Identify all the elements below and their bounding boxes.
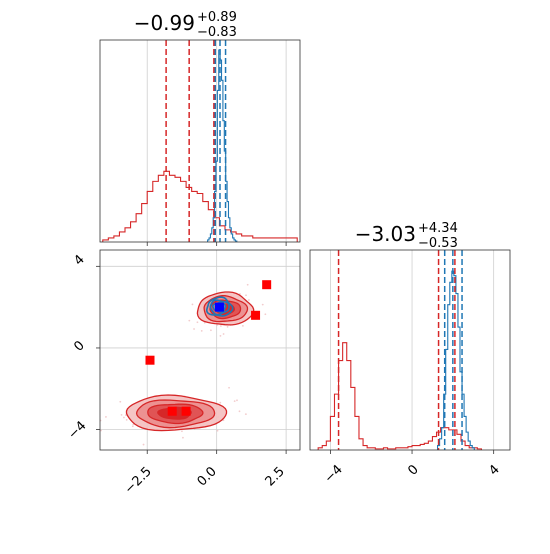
- joint-sample-red-1-59: [244, 413, 247, 416]
- joint-blue-marker: [214, 302, 224, 312]
- joint-sample-red-1-64: [236, 399, 238, 402]
- param2-hist-frame: [309, 249, 511, 451]
- joint-sample-red-1-19: [228, 386, 230, 389]
- param2-hist-panel: [317, 250, 495, 450]
- joint-red-marker-4: [181, 406, 191, 416]
- x1-tick-label-1: 0.0: [195, 464, 220, 489]
- joint-red-marker-2: [145, 355, 155, 365]
- param2-title: −3.03: [355, 222, 416, 246]
- joint-sample-red-1-66: [123, 416, 125, 419]
- joint-sample-red-0-65: [241, 324, 244, 327]
- joint-sample-red-0-61: [196, 321, 199, 324]
- joint-blue-contour-0: [206, 296, 234, 317]
- param1-hist-frame: [99, 39, 301, 243]
- x1-tick-label-2: 2.5: [263, 464, 288, 489]
- joint-sample-red-1-48: [216, 429, 219, 432]
- param1-title-sub: −0.83: [197, 25, 237, 40]
- joint-sample-red-0-27: [191, 303, 194, 306]
- joint-sample-red-0-30: [219, 334, 222, 337]
- joint-sample-red-0-68: [261, 303, 264, 306]
- param2-hist-blue: [437, 270, 475, 450]
- joint-sample-red-0-14: [246, 283, 249, 286]
- param2-title-sup: +4.34: [418, 221, 458, 236]
- joint-sample-red-0-47: [245, 294, 247, 297]
- joint-blue-contour-1: [209, 299, 230, 316]
- param1-title: −0.99: [134, 11, 195, 35]
- joint-sample-red-1-65: [125, 419, 128, 421]
- joint-sample-red-1-69: [100, 429, 102, 432]
- joint-sample-red-0-44: [200, 329, 203, 332]
- joint-sample-red-0-54: [247, 299, 250, 301]
- joint-red-marker-3: [167, 406, 177, 416]
- x2-tick-label-0: −4: [322, 462, 346, 486]
- joint-sample-red-1-1: [233, 400, 236, 402]
- joint-panel: [100, 250, 300, 450]
- joint-sample-red-0-51: [219, 325, 222, 327]
- joint-sample-red-1-44: [125, 414, 127, 416]
- joint-sample-red-1-58: [120, 414, 123, 416]
- param1-hist-red: [102, 170, 298, 242]
- joint-sample-red-1-18: [182, 436, 184, 439]
- x2-tick-label-2: 4: [486, 462, 502, 478]
- param2-hist-red: [317, 342, 482, 450]
- joint-sample-red-1-11: [142, 443, 145, 446]
- joint-sample-red-1-62: [119, 400, 122, 403]
- joint-sample-red-1-56: [238, 410, 241, 413]
- joint-sample-red-1-29: [181, 430, 183, 433]
- param1-hist-blue: [207, 49, 238, 242]
- joint-sample-red-0-38: [210, 329, 212, 332]
- joint-red-marker-0: [262, 280, 272, 290]
- param1-hist-panel: [102, 40, 298, 242]
- y2-tick-label-1: 0: [71, 338, 87, 354]
- y2-tick-label-0: −4: [65, 418, 89, 442]
- joint-frame: [99, 249, 301, 451]
- param2-title-sub: −0.53: [418, 236, 458, 251]
- joint-sample-red-0-6: [264, 313, 267, 316]
- joint-sample-red-0-36: [226, 325, 229, 328]
- joint-sample-red-1-14: [105, 416, 107, 418]
- joint-sample-red-0-45: [188, 319, 191, 322]
- x1-tick-label-0: −2.5: [122, 464, 155, 497]
- joint-sample-red-1-47: [219, 401, 222, 404]
- joint-red-marker-1: [251, 310, 261, 320]
- joint-sample-red-0-12: [222, 333, 225, 335]
- y2-tick-label-2: 4: [71, 252, 87, 268]
- param1-title-sup: +0.89: [197, 10, 237, 25]
- x2-tick-label-1: 0: [405, 462, 421, 478]
- joint-sample-red-0-10: [193, 328, 195, 330]
- joint-sample-red-1-22: [131, 425, 134, 428]
